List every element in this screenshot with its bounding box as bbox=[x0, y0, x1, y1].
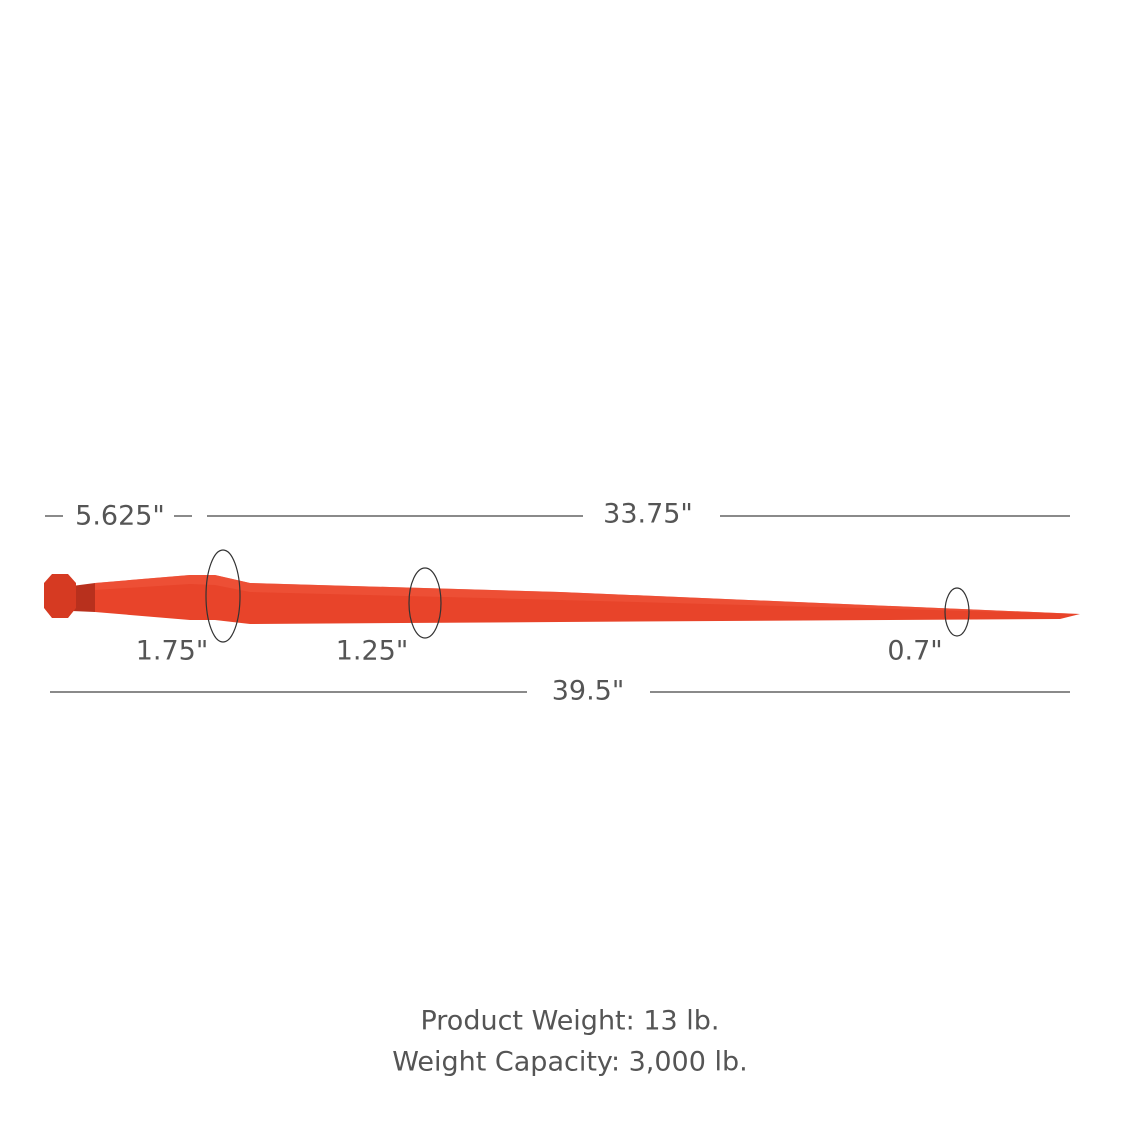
tip-ring bbox=[944, 587, 970, 637]
mid-ring bbox=[408, 567, 442, 639]
base-diameter: 1.75" bbox=[136, 636, 209, 667]
spear-thread bbox=[72, 583, 95, 612]
mid-diameter: 1.25" bbox=[336, 636, 409, 667]
tip-diameter: 0.7" bbox=[887, 636, 942, 667]
spear-highlight bbox=[95, 575, 1080, 614]
base-ring bbox=[205, 549, 241, 643]
weight-capacity: Weight Capacity: 3,000 lb. bbox=[392, 1047, 747, 1078]
base-length: 5.625" bbox=[75, 501, 165, 532]
spear-nut bbox=[44, 574, 76, 618]
bale-spear bbox=[44, 574, 1080, 624]
tine-length: 33.75" bbox=[603, 499, 693, 530]
product-weight: Product Weight: 13 lb. bbox=[420, 1006, 719, 1037]
overall-length: 39.5" bbox=[552, 676, 625, 707]
